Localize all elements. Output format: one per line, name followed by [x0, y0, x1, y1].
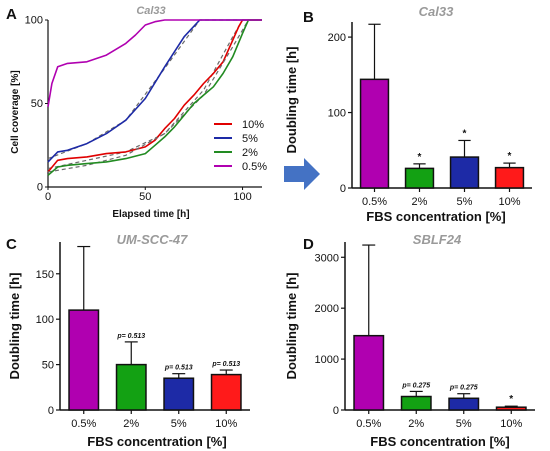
panel-d-category-label: 0.5% — [356, 418, 381, 430]
panel-b-bar-10pct — [494, 166, 525, 189]
panel-b-bar-2pct — [404, 167, 435, 189]
panel-c-annotation: p= 0.513 — [116, 333, 145, 340]
panel-b-bar-0-5pct — [359, 78, 390, 189]
panel-c-y-axis-label: Doubling time [h] — [7, 273, 22, 380]
panel-d-bar-5pct — [448, 397, 480, 411]
panel-a-y-tick-label: 0 — [37, 182, 43, 194]
panel-d-annotation: p= 0.275 — [401, 382, 430, 389]
panel-c-bar-10pct — [210, 373, 242, 411]
panel-d-bar-2pct — [400, 395, 432, 411]
panel-c-category-label: 2% — [123, 418, 139, 430]
panel-label-c: C — [6, 236, 17, 253]
panel-c-y-tick-label: 150 — [36, 269, 54, 281]
panel-b-title: Cal33 — [419, 4, 454, 19]
panel-b-category-label: 10% — [498, 196, 520, 208]
panel-d-category-label: 2% — [408, 418, 424, 430]
panel-b-y-tick-label: 200 — [328, 32, 346, 44]
panel-b-category-label: 0.5% — [362, 196, 387, 208]
panel-c-bar-5pct — [163, 377, 195, 411]
panel-c-bar-2pct — [115, 363, 147, 411]
panel-b-category-label: 2% — [412, 196, 428, 208]
panel-c-x-axis-label: FBS concentration [%] — [87, 434, 226, 449]
panel-d-annotation: * — [509, 394, 513, 405]
panel-c-annotation: p= 0.513 — [211, 361, 240, 368]
panel-c-category-label: 0.5% — [71, 418, 96, 430]
panel-b-x-axis-label: FBS concentration [%] — [366, 209, 505, 224]
panel-c-bar-chart: UM-SCC-47 Doubling time [h] FBS concentr… — [7, 232, 250, 449]
panel-a-line-chart: Cal33 Cell coverage [%] Elapsed time [h]… — [10, 5, 267, 220]
panel-d-bar-10pct — [495, 406, 527, 411]
panel-a-x-tick-label: 0 — [45, 191, 51, 203]
panel-a-x-tick-label: 100 — [233, 191, 251, 203]
panel-c-category-label: 5% — [171, 418, 187, 430]
panel-a-legend-label: 2% — [242, 147, 258, 159]
panel-a-title: Cal33 — [136, 5, 165, 17]
panel-a-legend-label: 0.5% — [242, 161, 267, 173]
arrow-right-icon — [284, 158, 320, 190]
panel-b-bar-chart: Cal33 Doubling time [h] FBS concentratio… — [284, 4, 532, 224]
panel-a-y-axis-label: Cell coverage [%] — [10, 70, 21, 153]
panel-b-y-axis-label: Doubling time [h] — [284, 47, 299, 154]
panel-d-category-label: 5% — [456, 418, 472, 430]
panel-b-annotation: * — [508, 151, 512, 162]
panel-d-y-tick-label: 0 — [333, 405, 339, 417]
panel-a-fit-line-series-10pct — [47, 19, 244, 170]
panel-a-y-tick-label: 50 — [31, 98, 43, 110]
panel-c-annotation: p= 0.513 — [164, 365, 193, 372]
panel-a-line-series-2pct — [47, 19, 262, 176]
panel-a-line-series-0-5pct — [47, 19, 262, 107]
panel-d-y-axis-label: Doubling time [h] — [284, 273, 299, 380]
panel-d-y-tick-label: 3000 — [315, 252, 339, 264]
panel-d-y-tick-label: 1000 — [315, 354, 339, 366]
panel-label-d: D — [303, 236, 314, 253]
panel-c-category-label: 10% — [215, 418, 237, 430]
panel-a-fit-line-series-5pct — [47, 19, 262, 160]
panel-a-x-tick-label: 50 — [139, 191, 151, 203]
panel-c-y-tick-label: 0 — [48, 405, 54, 417]
panel-b-annotation: * — [463, 128, 467, 139]
panel-d-title: SBLF24 — [413, 232, 462, 247]
panel-b-category-label: 5% — [457, 196, 473, 208]
panel-c-title: UM-SCC-47 — [117, 232, 189, 247]
panel-c-y-tick-label: 100 — [36, 314, 54, 326]
panel-b-annotation: * — [418, 152, 422, 163]
panel-a-fit-line-series-2pct — [47, 19, 249, 173]
panel-a-line-series-10pct — [47, 19, 262, 173]
panel-d-y-tick-label: 2000 — [315, 303, 339, 315]
panel-b-bar-5pct — [449, 156, 480, 189]
panel-d-bar-0-5pct — [353, 334, 385, 411]
panel-c-bar-0-5pct — [68, 309, 100, 411]
panel-d-category-label: 10% — [500, 418, 522, 430]
panel-b-y-tick-label: 100 — [328, 108, 346, 120]
panel-d-annotation: p= 0.275 — [449, 385, 478, 392]
panel-a-legend-label: 10% — [242, 119, 264, 131]
panel-d-x-axis-label: FBS concentration [%] — [370, 434, 509, 449]
panel-a-x-axis-label: Elapsed time [h] — [112, 209, 189, 220]
panel-b-y-tick-label: 0 — [340, 183, 346, 195]
panel-label-a: A — [6, 6, 17, 23]
panel-a-legend-label: 5% — [242, 133, 258, 145]
panel-c-y-tick-label: 50 — [42, 360, 54, 372]
panel-a-y-tick-label: 100 — [25, 15, 43, 27]
panel-d-bar-chart: SBLF24 Doubling time [h] FBS concentrati… — [284, 232, 535, 449]
panel-label-b: B — [303, 9, 314, 26]
